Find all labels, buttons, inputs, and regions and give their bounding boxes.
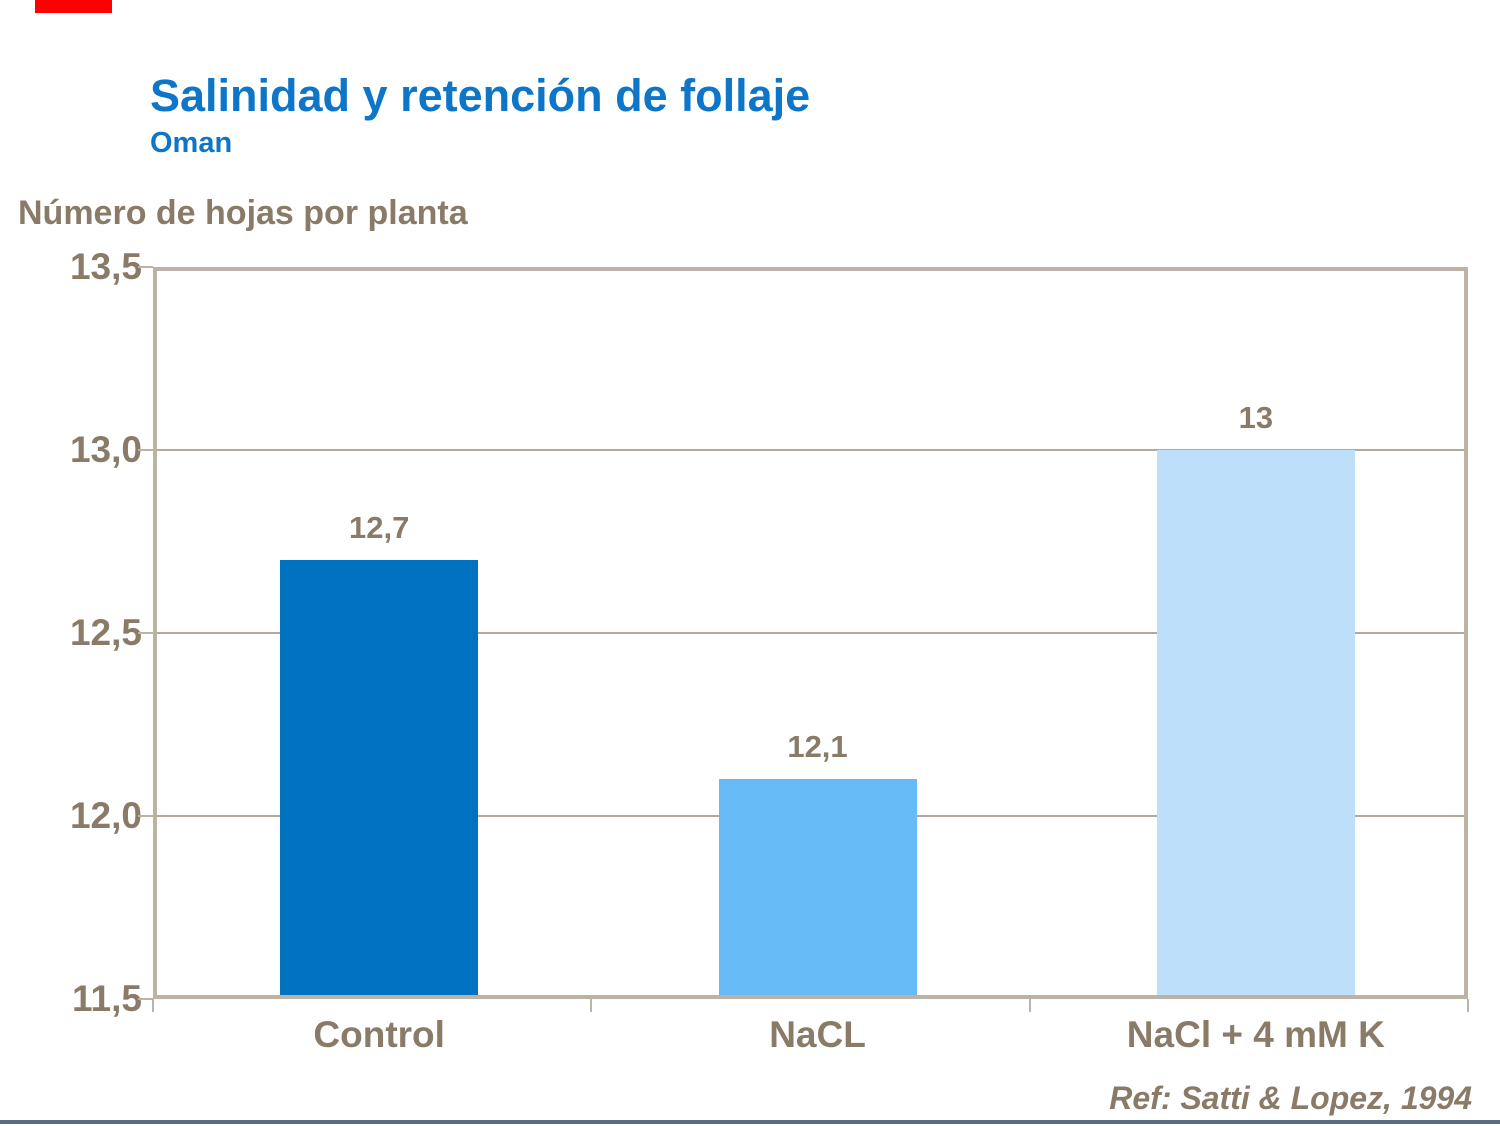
y-tick-mark [138,449,153,451]
bar-value-label: 12,1 [787,729,848,765]
bar-value-label: 12,7 [348,509,410,545]
y-tick-mark [138,266,153,268]
y-axis-title: Número de hojas por planta [18,194,468,232]
y-tick-label: 11,5 [72,978,142,1019]
y-tick-label: 12,5 [69,612,142,653]
x-category-label: NaCL [769,1014,866,1055]
y-tick-mark [138,632,153,634]
page-title: Salinidad y retención de follaje [150,70,811,121]
gridline [157,632,1464,634]
red-accent-bar [35,0,112,13]
gridline [157,449,1464,451]
x-category-label: Control [313,1014,445,1055]
y-tick-mark [138,998,153,1000]
page-subtitle: Oman [150,127,233,159]
y-tick-mark [138,815,153,817]
y-tick-label: 12,0 [69,795,142,836]
reference-text: Ref: Satti & Lopez, 1994 [1109,1080,1472,1116]
x-tick-mark [1028,999,1031,1012]
x-tick-mark [152,999,154,1012]
y-tick-label: 13,5 [69,246,142,287]
y-tick-label: 13,0 [69,429,142,470]
bar-value-label: 13 [1238,400,1274,435]
bar-control [280,559,479,995]
x-tick-mark [1467,999,1469,1012]
bar-nacl-4-mm-k [1156,450,1355,995]
bar-nacl [718,779,917,995]
x-category-label: NaCl + 4 mM K [1126,1014,1385,1055]
x-tick-mark [590,999,593,1012]
bottom-divider-line [0,1120,1500,1124]
